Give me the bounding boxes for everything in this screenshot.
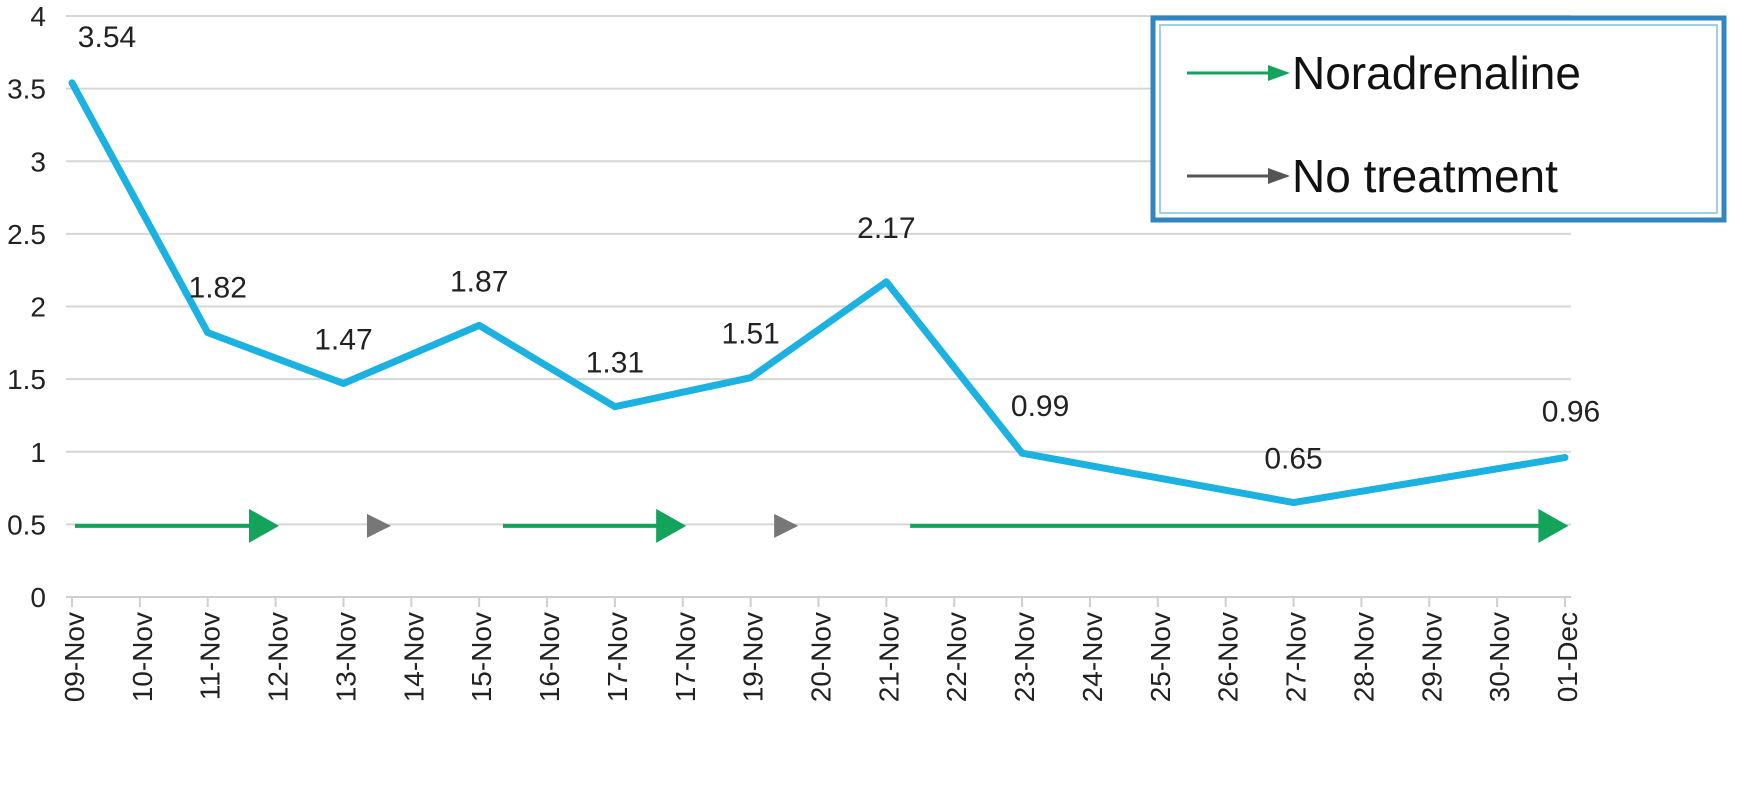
treatment-arrow-head xyxy=(248,508,279,543)
data-label: 3.54 xyxy=(78,21,136,54)
data-label: 0.99 xyxy=(1011,390,1069,423)
x-tick-label: 26-Nov xyxy=(1213,612,1244,702)
y-tick-label: 3.5 xyxy=(7,74,46,105)
legend-arrowhead-noradrenaline xyxy=(1268,65,1290,81)
y-tick-label: 1.5 xyxy=(7,364,46,395)
y-tick-label: 3 xyxy=(30,146,46,177)
y-tick-label: 0.5 xyxy=(7,509,46,540)
y-tick-label: 2.5 xyxy=(7,219,46,250)
x-tick-label: 11-Nov xyxy=(195,612,226,700)
x-tick-label: 24-Nov xyxy=(1077,612,1108,702)
series-line-path xyxy=(68,79,1569,507)
legend-frame-inner xyxy=(1159,24,1718,214)
legend-arrowhead-no-treatment xyxy=(1268,168,1290,184)
treatment-arrows xyxy=(75,508,1569,543)
data-label: 1.87 xyxy=(450,265,508,298)
x-tick-label: 21-Nov xyxy=(873,612,904,702)
legend: Noradrenaline No treatment xyxy=(1150,15,1727,223)
data-labels: 3.54 1.82 1.47 1.87 1.31 1.51 2.17 0.99 0.65 0.96 xyxy=(78,21,1600,476)
x-tick-label: 13-Nov xyxy=(330,612,361,702)
treatment-arrow-head xyxy=(366,513,391,538)
x-tick-label: 10-Nov xyxy=(127,612,158,702)
x-tick-label: 28-Nov xyxy=(1348,612,1379,702)
x-tick-label: 19-Nov xyxy=(738,612,769,702)
x-tick-labels: 09-Nov 10-Nov 11-Nov 12-Nov 13-Nov 14-Nov 15-N… xyxy=(59,612,1583,702)
data-label: 1.82 xyxy=(189,272,247,305)
data-label: 2.17 xyxy=(857,212,915,245)
x-tick-label: 29-Nov xyxy=(1416,612,1447,702)
x-tick-label: 17-Nov xyxy=(670,612,701,702)
x-tick-label: 09-Nov xyxy=(59,612,90,702)
y-tick-label: 1 xyxy=(30,437,46,468)
data-label: 1.47 xyxy=(314,323,372,356)
y-tick-labels: 0 0.5 1 1.5 2 2.5 3 3.5 4 xyxy=(7,1,46,613)
x-tick-label: 14-Nov xyxy=(398,612,429,702)
x-tick-label: 27-Nov xyxy=(1281,612,1312,702)
legend-label-noradrenaline: Noradrenaline xyxy=(1292,47,1581,99)
data-label: 1.51 xyxy=(721,318,779,351)
legend-frame xyxy=(1150,15,1727,223)
x-tick-label: 16-Nov xyxy=(534,612,565,702)
x-tick-label: 30-Nov xyxy=(1484,612,1515,702)
x-tick-label: 22-Nov xyxy=(941,612,972,702)
x-tick-label: 20-Nov xyxy=(806,612,837,702)
gridlines xyxy=(66,15,1571,526)
x-tick-label: 01-Dec xyxy=(1552,612,1583,702)
x-tick-label: 25-Nov xyxy=(1145,612,1176,702)
x-axis xyxy=(66,596,1571,607)
data-label: 0.65 xyxy=(1264,443,1322,476)
y-tick-label: 2 xyxy=(30,292,46,323)
legend-label-no-treatment: No treatment xyxy=(1292,150,1558,202)
series-line xyxy=(68,79,1569,507)
x-tick-label: 17-Nov xyxy=(602,612,633,702)
x-tick-label: 23-Nov xyxy=(1009,612,1040,702)
x-tick-label: 15-Nov xyxy=(466,612,497,702)
data-label: 1.31 xyxy=(586,347,644,380)
y-tick-label: 4 xyxy=(30,1,46,32)
x-tick-label: 12-Nov xyxy=(263,612,294,702)
data-label: 0.96 xyxy=(1542,396,1600,429)
y-tick-label: 0 xyxy=(30,582,46,613)
treatment-arrow-head xyxy=(1538,508,1569,543)
treatment-arrow-head xyxy=(656,508,687,543)
treatment-arrow-head xyxy=(774,513,799,538)
